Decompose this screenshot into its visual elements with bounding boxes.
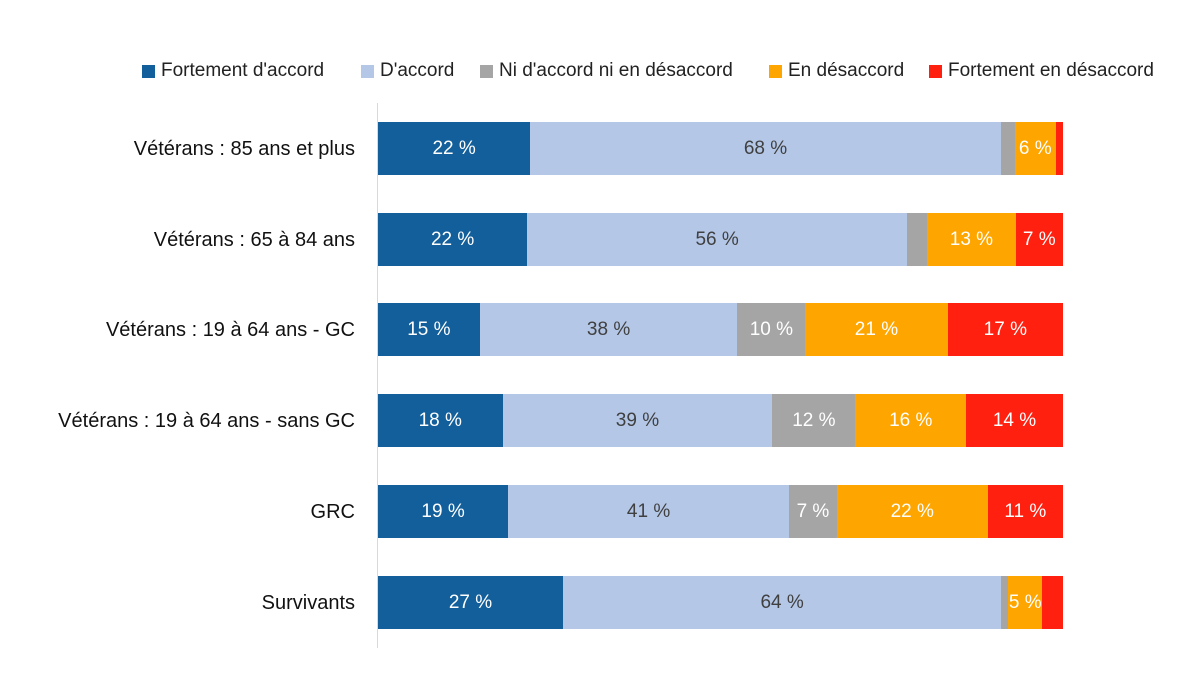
stacked-bar: 22 % 56 % 13 % 7 %: [378, 213, 1063, 266]
stacked-bar: 19 % 41 % 7 % 22 % 11 %: [378, 485, 1063, 538]
stacked-bar: 27 % 64 % 5 %: [378, 576, 1063, 629]
bar-segment: 12 %: [772, 394, 856, 447]
legend-swatch: [142, 64, 155, 78]
legend-item-fortement-desaccord: Fortement en désaccord: [929, 58, 1154, 84]
legend-item-accord: D'accord: [361, 58, 454, 84]
bar-segment: 5 %: [1008, 576, 1043, 629]
bar-segment: 15 %: [378, 303, 480, 356]
category-label: GRC: [310, 501, 355, 523]
bar-segment: 7 %: [1015, 213, 1063, 266]
bar-segment: 16 %: [855, 394, 967, 447]
bar-segment: [907, 213, 928, 266]
bar-segment: 64 %: [562, 576, 1002, 629]
bar-segment: 7 %: [788, 485, 837, 538]
bar-segment: 10 %: [737, 303, 806, 356]
legend-label: En désaccord: [788, 60, 905, 81]
bar-segment: 17 %: [947, 303, 1063, 356]
legend-swatch: [361, 64, 374, 78]
bar-segment: [1056, 122, 1063, 175]
bar-segment: 38 %: [479, 303, 738, 356]
category-label: Vétérans : 19 à 64 ans - GC: [105, 319, 355, 341]
category-label: Survivants: [261, 592, 355, 614]
legend-label: Fortement en désaccord: [948, 60, 1154, 81]
legend-swatch: [929, 64, 942, 78]
bar-segment: 19 %: [378, 485, 509, 538]
bar-segment: 6 %: [1014, 122, 1057, 175]
bar-segment: [1042, 576, 1063, 629]
stacked-bar: 15 % 38 % 10 % 21 % 17 %: [378, 303, 1063, 356]
legend-label: Fortement d'accord: [161, 60, 325, 81]
bar-segment: [1001, 576, 1009, 629]
bar-segment: 11 %: [987, 485, 1063, 538]
bar-segment: 13 %: [927, 213, 1016, 266]
bar-segment: 18 %: [378, 394, 503, 447]
bar-segment: 22 %: [378, 122, 531, 175]
stacked-bar: 22 % 68 % 6 %: [378, 122, 1063, 175]
bar-segment: 41 %: [508, 485, 789, 538]
category-axis-line: [377, 103, 378, 648]
bar-segment: 22 %: [378, 213, 528, 266]
bar-segment: 68 %: [530, 122, 1001, 175]
legend-item-fortement-accord: Fortement d'accord: [142, 58, 324, 84]
category-label: Vétérans : 85 ans et plus: [133, 138, 355, 160]
stacked-bar: 18 % 39 % 12 % 16 % 14 %: [378, 394, 1063, 447]
legend-label: D'accord: [380, 60, 455, 81]
legend-label: Ni d'accord ni en désaccord: [499, 60, 733, 81]
bar-segment: 14 %: [966, 394, 1063, 447]
legend-swatch: [769, 64, 782, 78]
bar-segment: 21 %: [805, 303, 948, 356]
bar-segment: 56 %: [527, 213, 907, 266]
bar-segment: 39 %: [502, 394, 773, 447]
legend-item-neutre: Ni d'accord ni en désaccord: [480, 58, 733, 84]
bar-segment: 22 %: [836, 485, 988, 538]
legend-item-desaccord: En désaccord: [769, 58, 904, 84]
chart-legend: Fortement d'accord D'accord Ni d'accord …: [0, 58, 1200, 84]
legend-swatch: [480, 64, 493, 78]
category-label: Vétérans : 19 à 64 ans - sans GC: [58, 410, 355, 432]
bar-segment: [1000, 122, 1015, 175]
category-label: Vétérans : 65 à 84 ans: [153, 229, 355, 251]
bar-segment: 27 %: [378, 576, 563, 629]
